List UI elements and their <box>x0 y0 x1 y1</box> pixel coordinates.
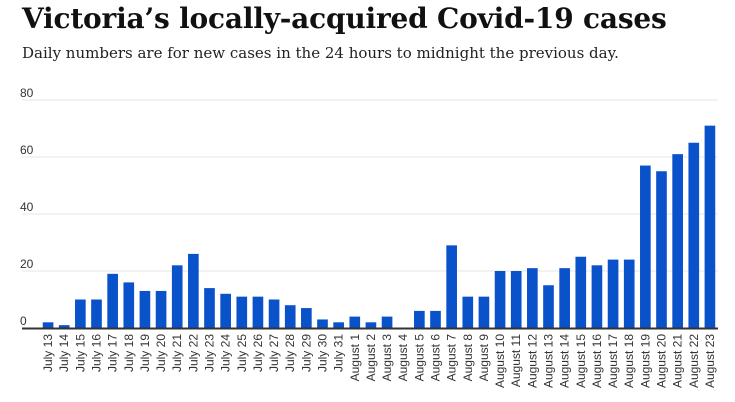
bar <box>284 305 296 328</box>
x-tick-label: August 6 <box>429 334 443 382</box>
bar <box>704 125 716 329</box>
bar <box>559 268 570 328</box>
chart-title: Victoria’s locally-acquired Covid-19 cas… <box>22 2 667 35</box>
x-tick-label: August 23 <box>703 334 717 388</box>
y-tick-label: 80 <box>20 86 34 100</box>
x-tick-label: July 21 <box>170 334 184 372</box>
bars <box>42 125 716 329</box>
x-tick-label: August 4 <box>396 334 410 382</box>
bar <box>333 322 344 328</box>
bar <box>414 310 425 328</box>
x-tick-label: July 29 <box>299 334 313 372</box>
x-tick-label: July 22 <box>186 334 200 372</box>
x-tick-label: August 11 <box>509 334 523 387</box>
bar <box>236 296 248 328</box>
bar <box>317 319 328 328</box>
bar <box>623 259 635 328</box>
bar <box>446 245 457 328</box>
bar <box>607 259 619 328</box>
x-tick-label: July 20 <box>154 334 168 372</box>
bar <box>494 271 506 328</box>
y-axis-ticks: 0 20 40 60 80 <box>20 86 34 328</box>
y-tick-label: 40 <box>20 200 34 214</box>
bar <box>672 154 683 328</box>
x-tick-label: August 22 <box>687 334 701 388</box>
bar <box>252 296 264 328</box>
bar <box>58 325 70 328</box>
bar <box>349 316 361 328</box>
x-axis-ticks: July 13 July 14 July 15 July 16 July 17 July … <box>41 334 717 388</box>
x-tick-label: August 5 <box>412 334 426 382</box>
x-tick-label: August 20 <box>655 334 669 388</box>
bar <box>575 256 587 328</box>
x-tick-label: August 21 <box>671 334 685 388</box>
bar <box>478 296 490 328</box>
x-tick-label: August 1 <box>348 334 362 382</box>
bar <box>381 316 393 328</box>
bar <box>688 142 700 328</box>
bar <box>107 273 118 328</box>
bar <box>42 322 54 328</box>
x-tick-label: July 24 <box>219 334 233 372</box>
bar <box>591 265 603 328</box>
y-tick-label: 0 <box>20 314 27 328</box>
bar <box>268 299 280 328</box>
x-tick-label: August 3 <box>380 334 394 382</box>
bar <box>462 296 474 328</box>
x-tick-label: July 18 <box>122 334 136 372</box>
gridlines <box>22 99 718 272</box>
x-tick-label: July 30 <box>316 334 330 372</box>
x-tick-label: August 9 <box>477 334 491 382</box>
x-tick-label: July 15 <box>73 334 87 372</box>
bar <box>543 285 554 328</box>
bar <box>430 310 441 328</box>
x-tick-label: July 28 <box>283 334 297 372</box>
bar <box>365 322 377 328</box>
x-tick-label: July 31 <box>332 334 346 372</box>
bar <box>510 271 522 328</box>
x-tick-label: August 7 <box>445 334 459 382</box>
x-tick-label: July 14 <box>57 334 71 372</box>
bar <box>155 290 167 328</box>
x-tick-label: August 14 <box>558 334 572 388</box>
x-tick-label: July 13 <box>41 334 55 372</box>
bar <box>188 253 199 328</box>
x-tick-label: July 23 <box>203 334 217 372</box>
bar <box>171 265 183 328</box>
bar <box>220 293 231 328</box>
x-tick-label: August 8 <box>461 334 475 382</box>
x-tick-label: July 25 <box>235 334 249 372</box>
bar <box>75 299 86 328</box>
x-tick-label: July 16 <box>90 334 104 372</box>
y-tick-label: 60 <box>20 143 34 157</box>
y-tick-label: 20 <box>20 257 34 271</box>
x-tick-label: August 2 <box>364 334 378 382</box>
bar <box>204 288 215 328</box>
bar <box>656 171 667 328</box>
bar <box>139 290 151 328</box>
x-tick-label: August 13 <box>542 334 556 388</box>
x-tick-label: August 16 <box>590 334 604 388</box>
x-tick-label: August 18 <box>622 334 636 388</box>
bar <box>91 299 102 328</box>
x-tick-label: August 19 <box>638 334 652 388</box>
bar <box>301 308 312 328</box>
x-tick-label: August 15 <box>574 334 588 388</box>
x-tick-label: August 12 <box>525 334 539 388</box>
bar <box>527 268 538 328</box>
x-tick-label: July 17 <box>106 334 120 372</box>
bar <box>640 165 651 328</box>
x-tick-label: July 26 <box>251 334 265 372</box>
x-tick-label: July 19 <box>138 334 152 372</box>
chart-subtitle: Daily numbers are for new cases in the 2… <box>22 44 619 62</box>
bar <box>123 282 135 328</box>
x-tick-label: August 17 <box>606 334 620 388</box>
x-tick-label: August 10 <box>493 334 507 388</box>
x-tick-label: July 27 <box>267 334 281 372</box>
